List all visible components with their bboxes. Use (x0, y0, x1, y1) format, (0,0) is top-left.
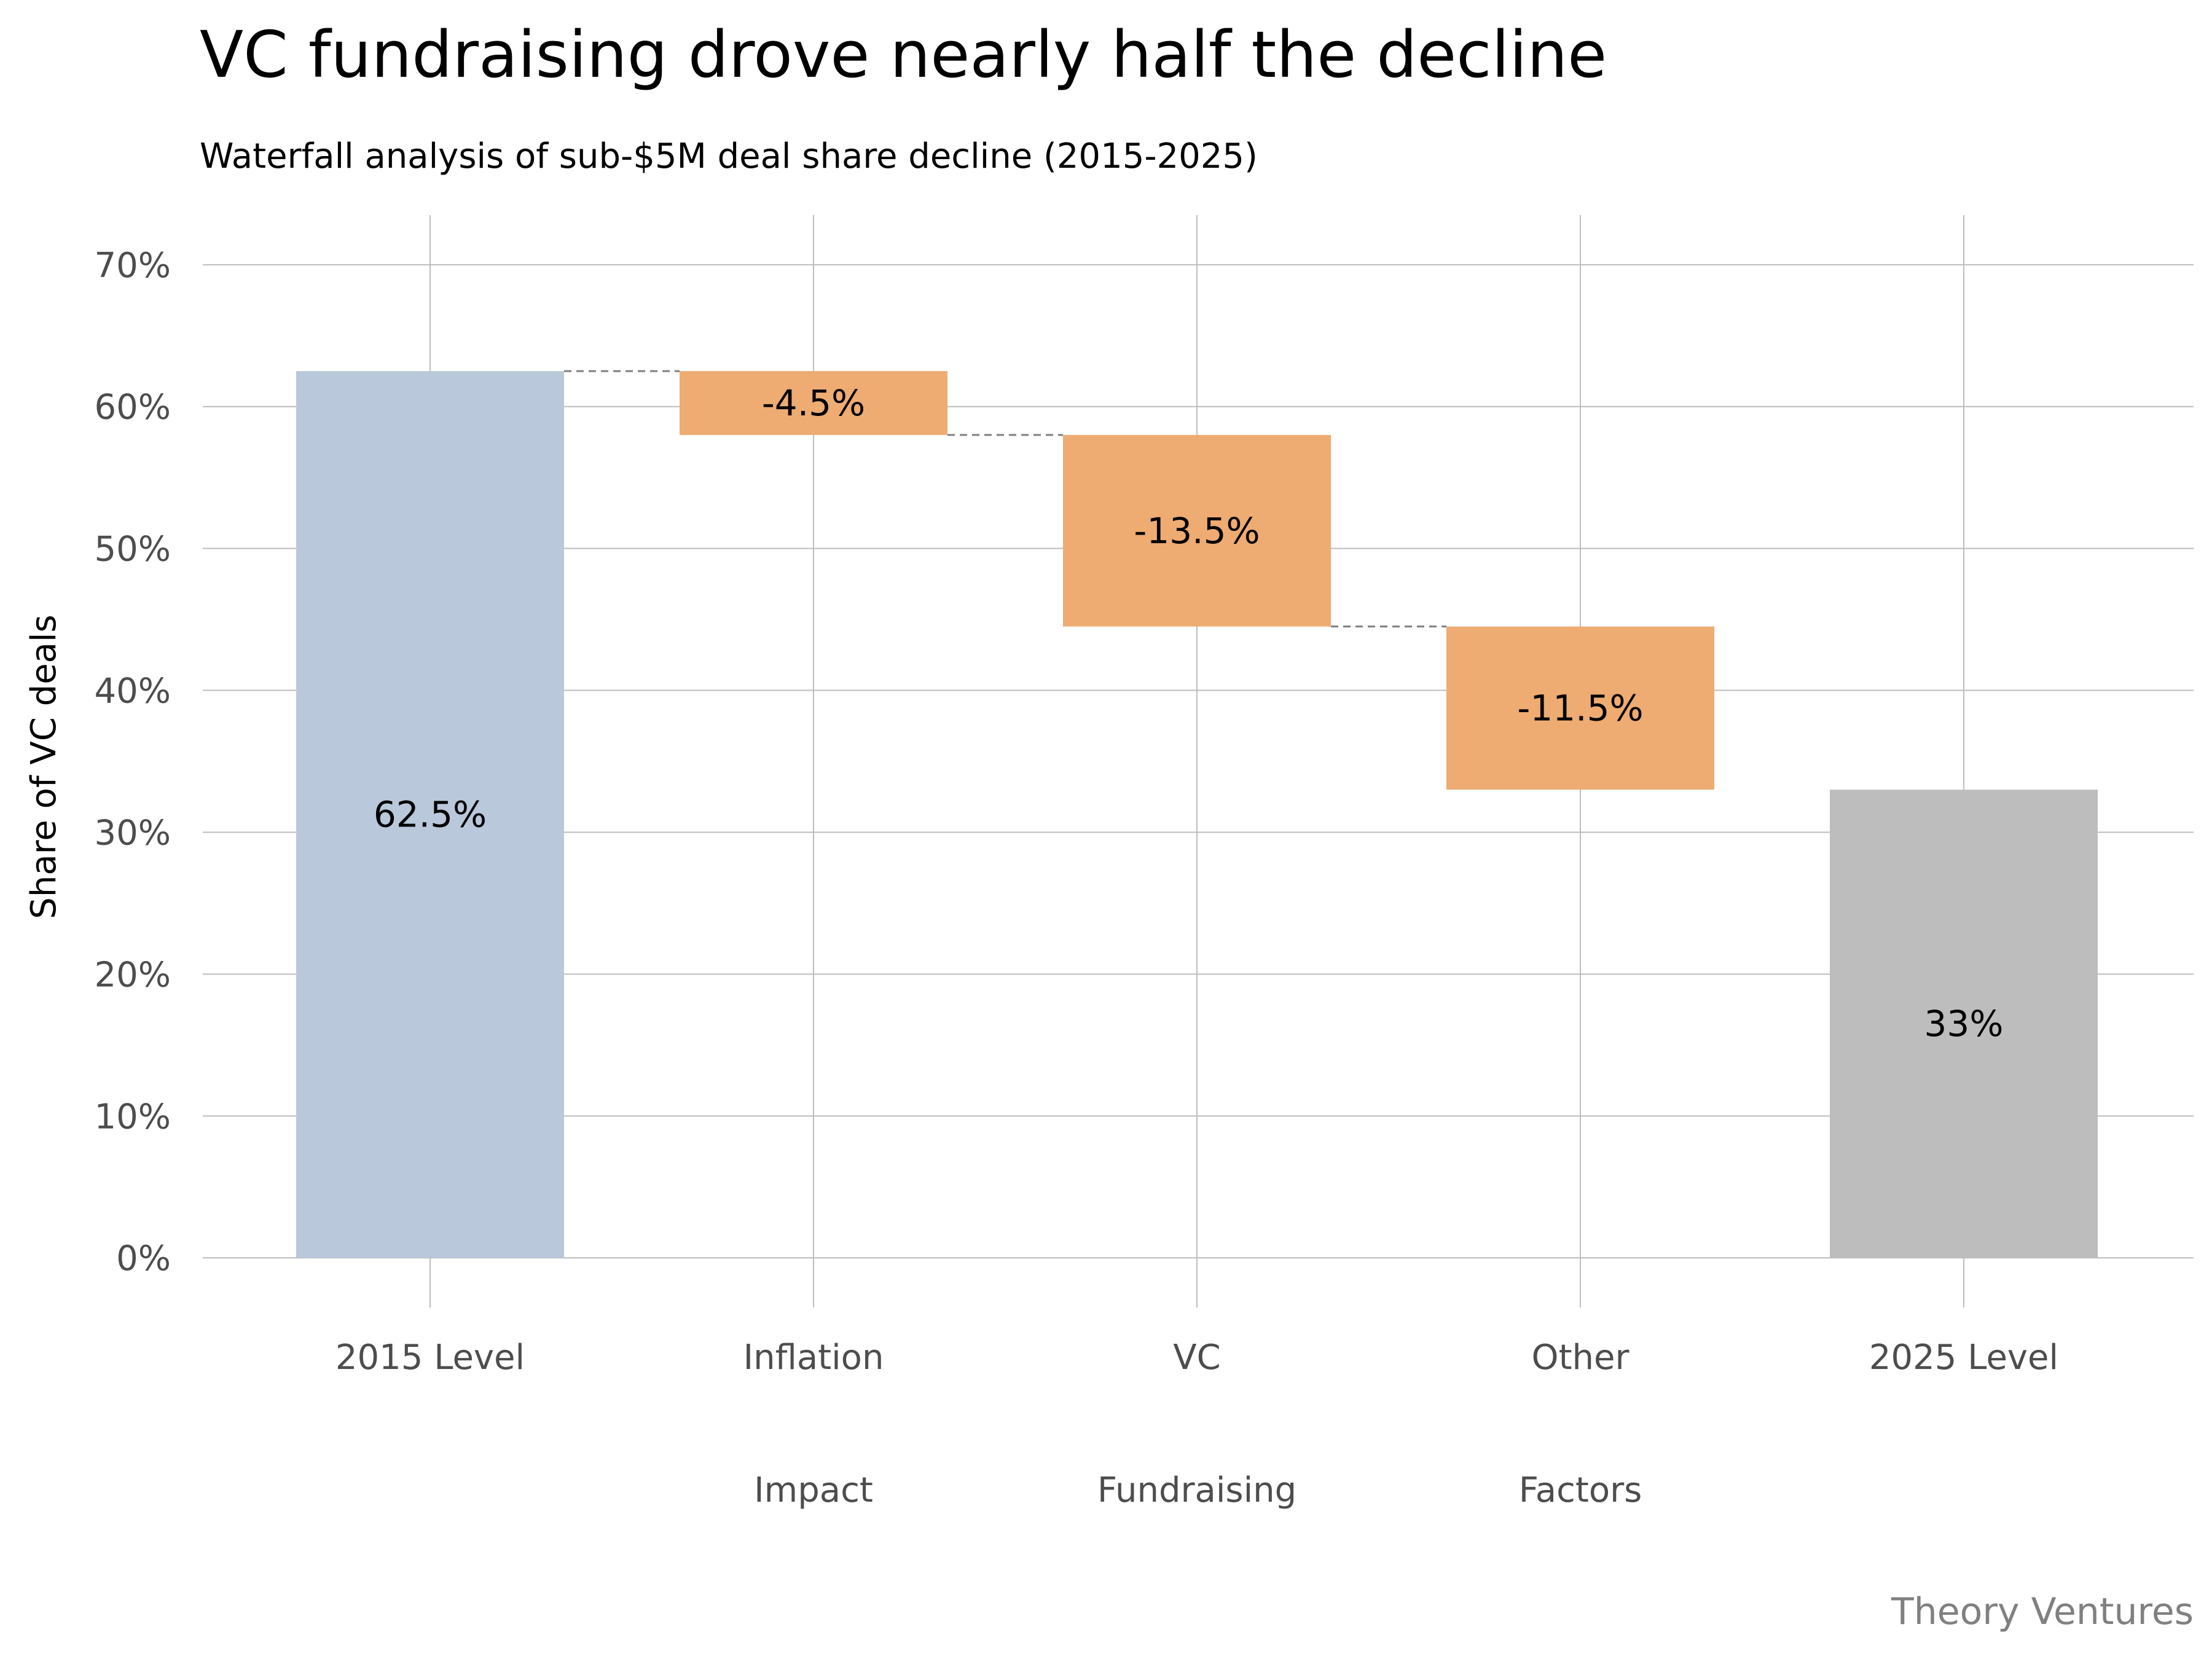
y-tick-label: 50% (95, 530, 171, 570)
x-tick-label: Impact (754, 1470, 873, 1510)
bar-other-factors (1446, 626, 1714, 790)
data-labels: 62.5% -4.5% -13.5% -11.5% 33% (374, 382, 2004, 1045)
y-tick-label: 0% (116, 1239, 171, 1279)
x-tick-label: Factors (1519, 1470, 1642, 1510)
data-label: -13.5% (1134, 510, 1260, 552)
data-label: -4.5% (762, 382, 865, 424)
bar-2015-level (296, 371, 564, 1258)
x-tick-label: Fundraising (1097, 1470, 1296, 1510)
y-tick-label: 20% (95, 955, 171, 995)
x-tick-label: 2015 Level (335, 1338, 525, 1378)
x-tick-label: Other (1531, 1338, 1630, 1378)
data-label: -11.5% (1517, 687, 1643, 729)
bar-inflation-impact (680, 371, 947, 435)
x-tick-label: 2025 Level (1869, 1338, 2058, 1378)
axes: 0% 10% 20% 30% 40% 50% 60% 70% 2015 Level Inflati… (24, 246, 2058, 1510)
chart-subtitle: Waterfall analysis of sub-$5M deal share… (200, 136, 1258, 176)
y-tick-label: 60% (95, 388, 171, 428)
data-label: 62.5% (374, 794, 487, 836)
source-caption: Theory Ventures (1891, 1590, 2194, 1633)
y-tick-label: 30% (95, 813, 171, 853)
y-tick-label: 70% (95, 246, 171, 286)
x-tick-label: Inflation (743, 1338, 884, 1378)
x-tick-label: VC (1173, 1338, 1220, 1378)
data-label: 33% (1924, 1003, 2004, 1045)
bars (296, 370, 2098, 1258)
bar-2025-level (1830, 790, 2098, 1258)
y-tick-label: 10% (95, 1097, 171, 1137)
y-axis-title: Share of VC deals (24, 614, 64, 919)
y-tick-label: 40% (95, 672, 171, 712)
bar-vc-fundraising (1063, 434, 1331, 627)
chart-title: VC fundraising drove nearly half the dec… (200, 17, 1607, 92)
